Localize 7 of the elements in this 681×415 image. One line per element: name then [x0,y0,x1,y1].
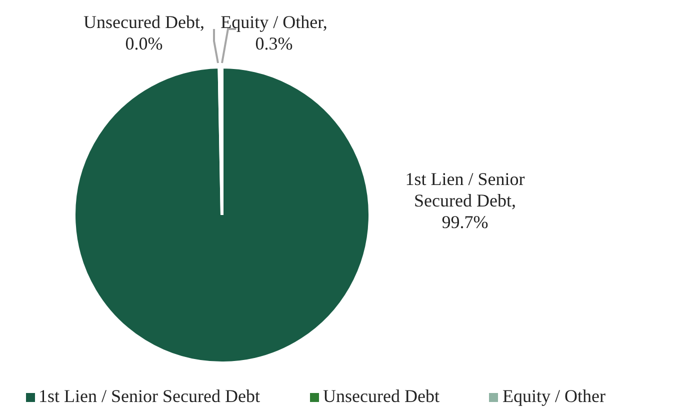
text: Unsecured Debt, 0.0% [84,12,204,54]
legend-label: 1st Lien / Senior Secured Debt [38,386,260,406]
legend-label: Unsecured Debt [323,386,440,406]
data-label: Equity / Other, 0.3% [220,12,328,54]
data-label: 1st Lien / Senior Secured Debt, 99.7% [405,169,525,232]
pie-slice [72,66,372,364]
legend-label: Equity / Other [502,386,606,406]
